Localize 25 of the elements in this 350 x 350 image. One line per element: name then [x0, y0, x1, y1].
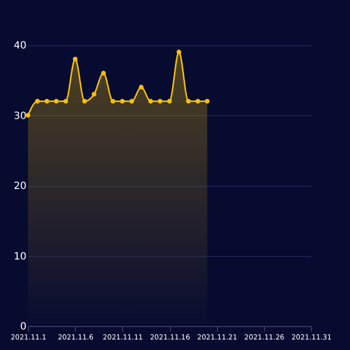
point: [101, 70, 106, 76]
point: [35, 98, 40, 104]
point: [26, 112, 30, 118]
y-tick-label: 20: [14, 181, 26, 192]
point: [120, 98, 125, 104]
point: [138, 84, 144, 90]
y-tick-label: 0: [20, 322, 26, 332]
point: [110, 98, 116, 104]
point: [167, 98, 172, 104]
point: [204, 98, 210, 104]
point: [148, 98, 153, 104]
point: [82, 98, 87, 104]
y-tick-label: 40: [14, 40, 26, 52]
point: [92, 92, 96, 97]
point: [63, 98, 68, 104]
point: [158, 98, 162, 104]
y-tick-label: 10: [14, 251, 26, 262]
point: [44, 98, 50, 104]
point: [195, 98, 200, 104]
point: [54, 98, 59, 104]
point: [72, 56, 78, 62]
point: [176, 50, 182, 54]
point: [129, 98, 134, 104]
point: [186, 98, 191, 104]
y-tick-label: 30: [14, 110, 26, 122]
